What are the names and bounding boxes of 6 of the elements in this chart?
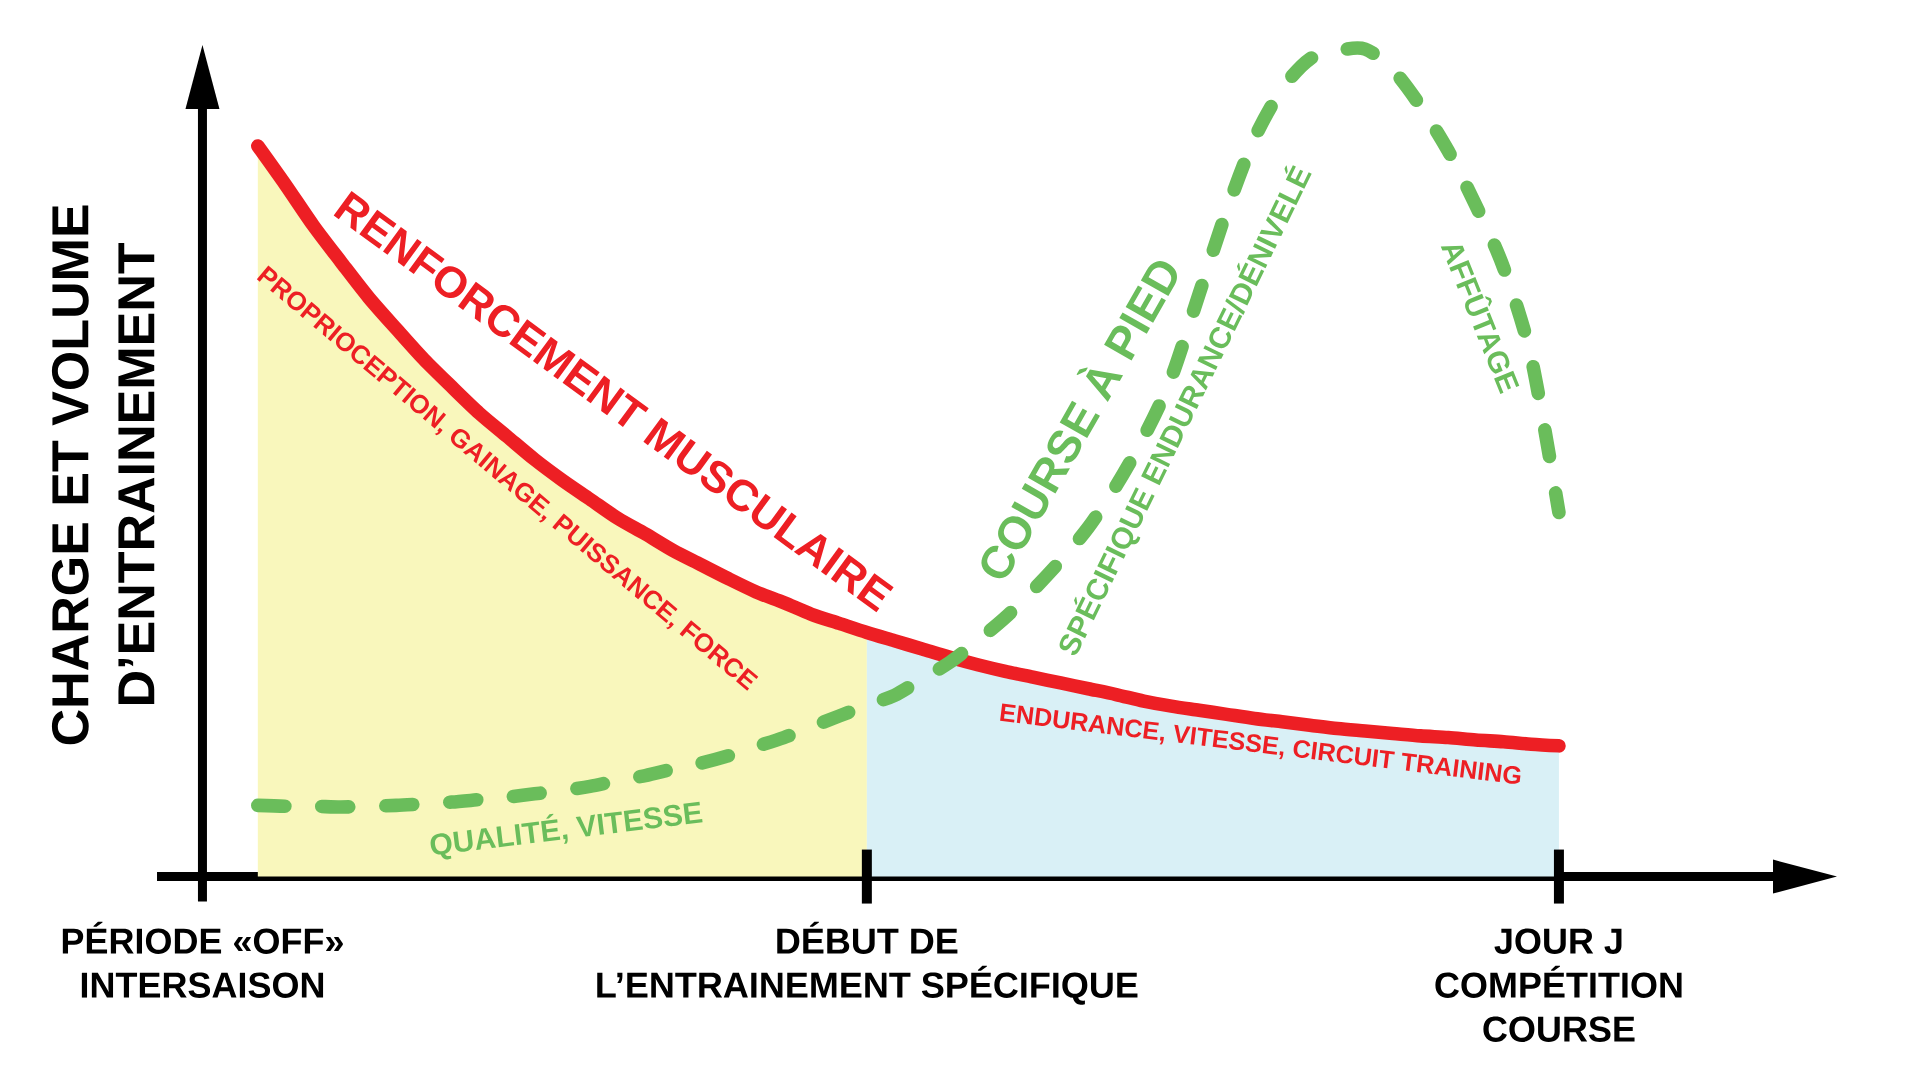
y-axis-title: CHARGE ET VOLUME D’ENTRAINEMENT — [51, 205, 155, 745]
annotation: ENDURANCE, VITESSE, CIRCUIT TRAINING — [1000, 703, 1521, 784]
x-tick-label: PÉRIODE «OFF» INTERSAISON — [62, 921, 343, 998]
annotation: QUALITÉ, VITESSE — [430, 801, 703, 860]
x-tick-label: JOUR J COMPÉTITION COURSE — [1435, 928, 1682, 1042]
x-tick-label: DÉBUT DE L’ENTRAINEMENT SPÉCIFIQUE — [597, 921, 1138, 1005]
